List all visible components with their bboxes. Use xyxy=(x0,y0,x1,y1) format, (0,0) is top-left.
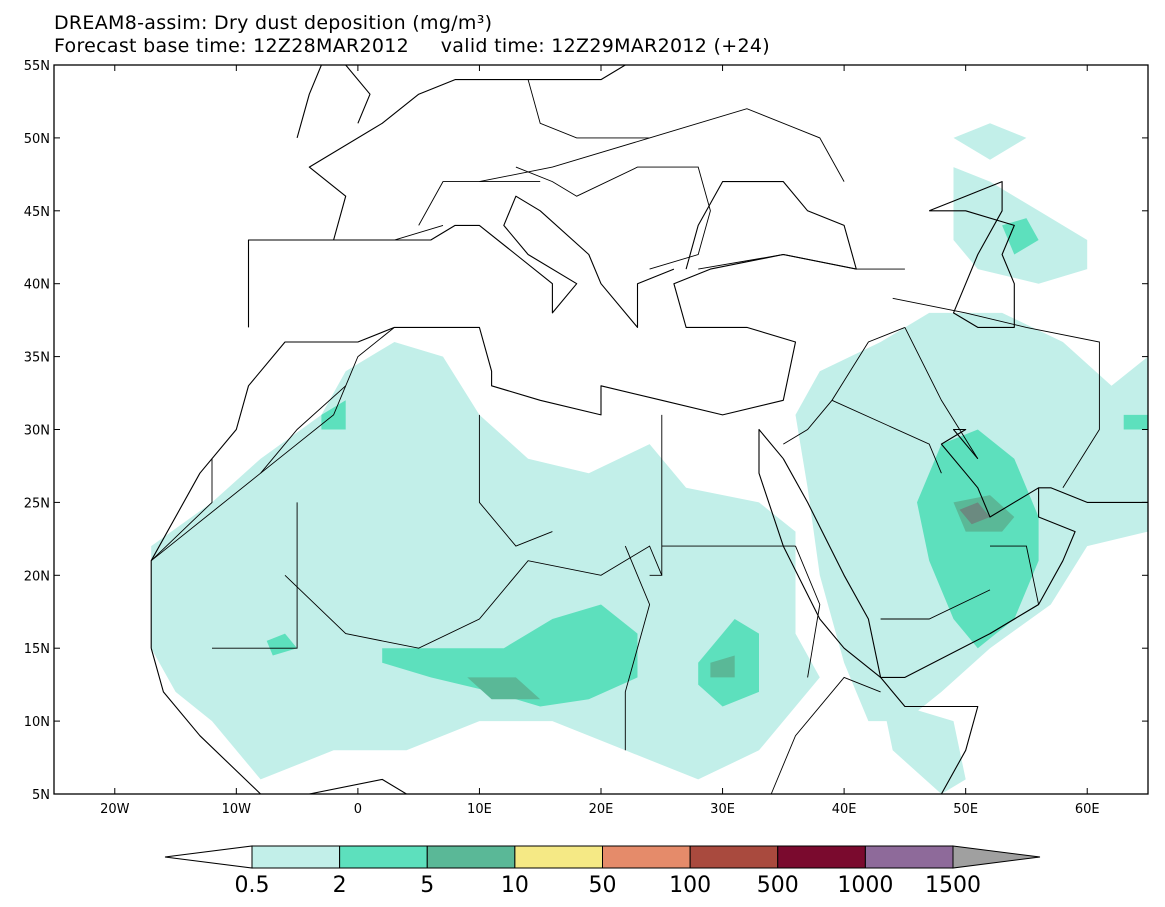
lat-tick-label: 45N xyxy=(24,205,50,220)
coastline xyxy=(345,65,371,124)
country-borders-layer xyxy=(150,79,1100,794)
colorbar-label: 500 xyxy=(757,873,799,898)
dust-region-caspian-core xyxy=(1002,218,1039,255)
country-border xyxy=(418,181,541,226)
lat-tick-label: 25N xyxy=(24,496,50,511)
forecast-time-subtitle: Forecast base time: 12Z28MAR2012 valid t… xyxy=(54,35,770,57)
lat-tick-label: 5N xyxy=(32,788,50,803)
coastline xyxy=(394,195,675,328)
colorbar-upper-triangle xyxy=(952,845,1041,869)
lon-tick-label: 40E xyxy=(832,802,857,817)
coastline xyxy=(150,181,857,649)
dust-region-arabia-max xyxy=(959,502,990,525)
colorbar-lower-triangle xyxy=(164,845,253,869)
lon-tick-label: 60E xyxy=(1075,802,1100,817)
colorbar-label: 2 xyxy=(333,873,347,898)
country-border xyxy=(880,589,991,620)
country-border xyxy=(150,458,213,562)
lat-tick-label: 20N xyxy=(24,569,50,584)
dust-region-north-africa-belt xyxy=(151,342,820,780)
dust-region-sahel-inner xyxy=(467,677,541,700)
country-border xyxy=(284,545,663,649)
country-border xyxy=(770,676,881,794)
colorbar-swatch xyxy=(514,845,603,869)
country-border xyxy=(260,385,347,474)
coastline xyxy=(296,65,322,139)
lon-tick-label: 0 xyxy=(354,802,362,817)
lat-tick-label: 40N xyxy=(24,278,50,293)
map-title: DREAM8-assim: Dry dust deposition (mg/m³… xyxy=(54,12,493,34)
lat-tick-label: 55N xyxy=(24,59,50,74)
colorbar-label: 5 xyxy=(420,873,434,898)
coastline xyxy=(1038,487,1148,503)
longitude-axis: 20W 10W 0 10E 20E 30E 40E 50E 60E xyxy=(100,65,1100,817)
colorbar-label: 50 xyxy=(589,873,617,898)
colorbar-swatch xyxy=(251,845,341,869)
lon-tick-label: 20E xyxy=(589,802,614,817)
lon-tick-label: 10E xyxy=(467,802,492,817)
country-border xyxy=(478,414,553,547)
colorbar-swatch xyxy=(689,845,779,869)
coastline xyxy=(150,648,408,794)
colorbar-label: 0.5 xyxy=(235,873,270,898)
coastline xyxy=(928,181,1015,328)
dust-region-east-africa-patch xyxy=(880,691,966,794)
coastline xyxy=(782,428,1076,678)
dust-region-kazakh-patch xyxy=(953,123,1027,160)
colorbar-swatch xyxy=(864,845,954,869)
colorbar-label: 10 xyxy=(501,873,529,898)
lon-tick-label: 20W xyxy=(100,802,130,817)
dust-field-layer xyxy=(151,123,1148,794)
coastline xyxy=(247,65,626,328)
lon-tick-label: 30E xyxy=(710,802,735,817)
lat-tick-label: 10N xyxy=(24,715,50,730)
country-border xyxy=(649,414,663,576)
colorbar: 0.5 2 5 10 50 100 500 1000 1500 xyxy=(164,845,1041,898)
dust-region-sudan-inner xyxy=(710,655,735,678)
coastline-layer xyxy=(150,65,1148,794)
colorbar-swatch xyxy=(339,845,428,869)
colorbar-swatch xyxy=(602,845,691,869)
lon-tick-label: 50E xyxy=(953,802,978,817)
country-border xyxy=(479,108,845,183)
country-border xyxy=(624,545,651,751)
country-border xyxy=(527,79,650,139)
country-border xyxy=(515,166,711,270)
country-border xyxy=(904,327,979,459)
colorbar-label: 100 xyxy=(669,873,711,898)
country-border xyxy=(831,399,942,474)
country-border xyxy=(212,502,298,649)
coastline xyxy=(758,428,979,794)
colorbar-swatch xyxy=(426,845,516,869)
colorbar-label: 1500 xyxy=(925,873,981,898)
lat-tick-label: 15N xyxy=(24,642,50,657)
lat-tick-label: 30N xyxy=(24,424,50,439)
dust-region-arabia-core xyxy=(917,429,1039,649)
country-border xyxy=(795,545,821,678)
lat-tick-label: 50N xyxy=(24,132,50,147)
lat-tick-label: 35N xyxy=(24,351,50,366)
dust-region-sahel-band xyxy=(382,604,638,707)
colorbar-label: 1000 xyxy=(837,873,893,898)
country-border xyxy=(150,327,395,562)
latitude-axis: 55N 50N 45N 40N 35N 30N 25N 20N 15N 10N 5N xyxy=(24,59,1148,803)
dust-region-iran-east-patch xyxy=(1123,414,1148,430)
lon-tick-label: 10W xyxy=(222,802,252,817)
dust-region-west-africa-patch xyxy=(266,633,298,656)
colorbar-swatch xyxy=(777,845,866,869)
country-border xyxy=(892,297,1100,489)
